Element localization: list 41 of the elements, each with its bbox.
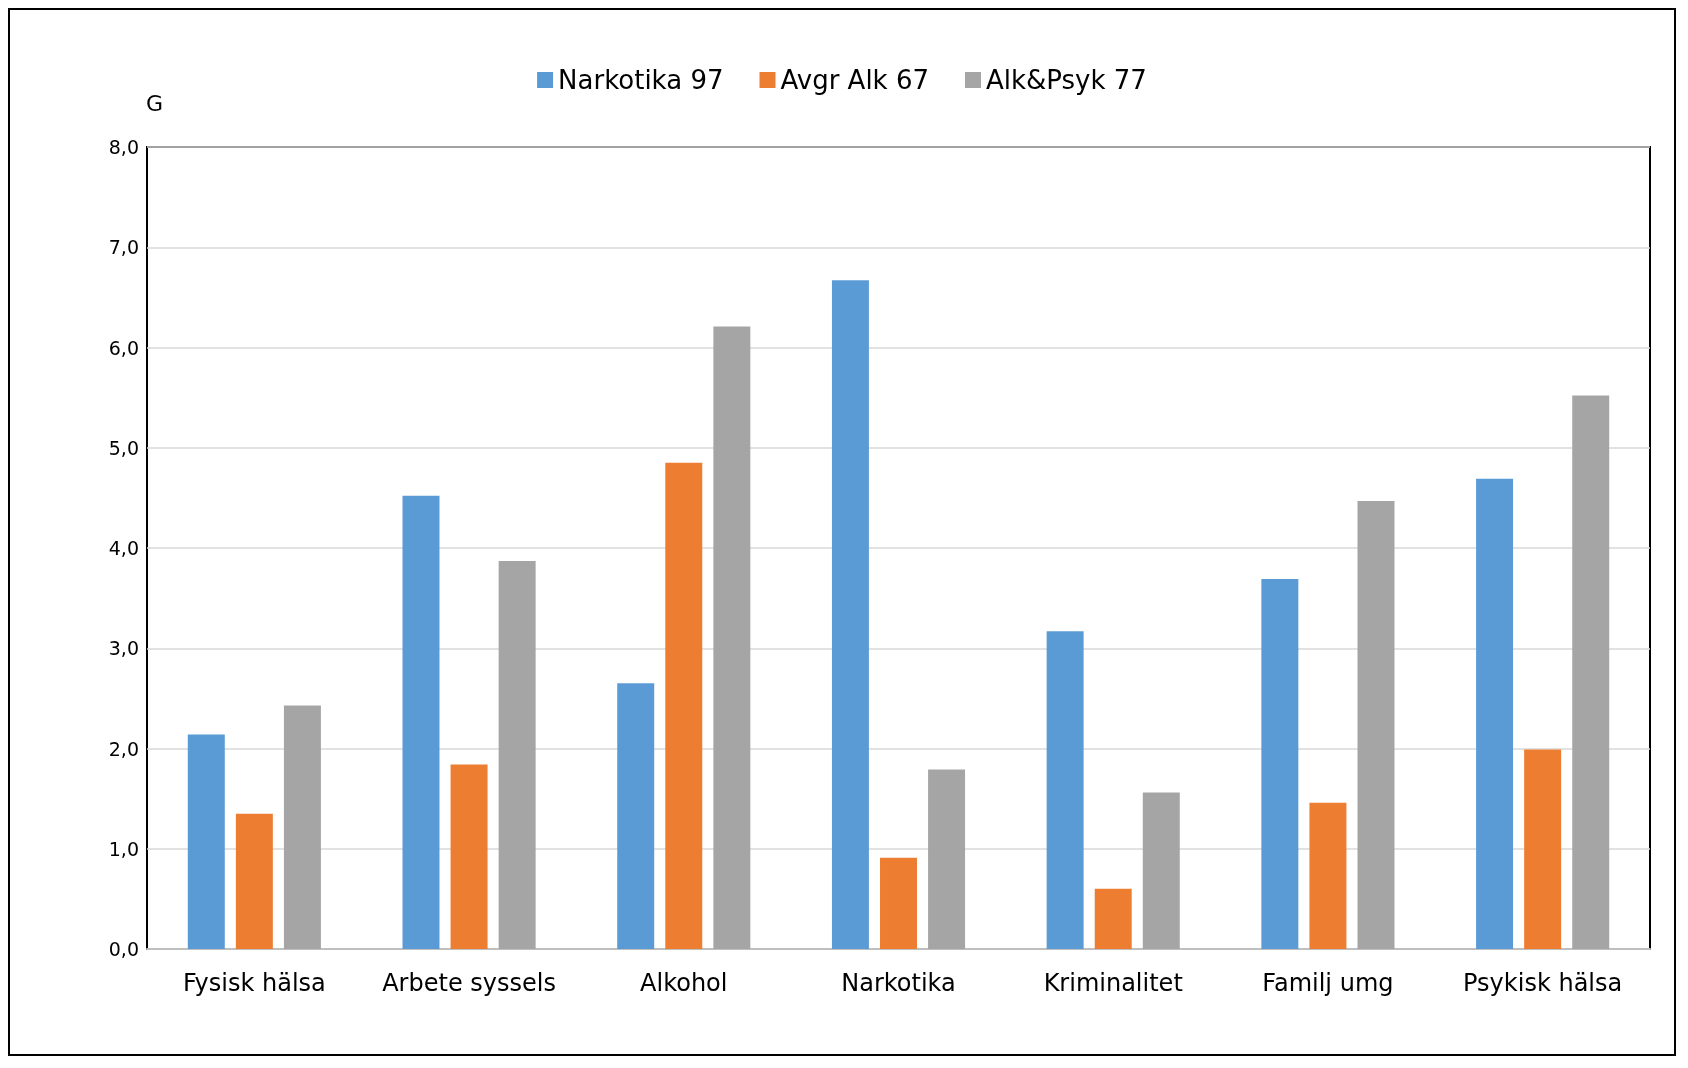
- x-tick-label: Familj umg: [1262, 969, 1394, 997]
- bar: [928, 769, 966, 949]
- bar: [1046, 631, 1084, 949]
- bar: [1524, 749, 1562, 949]
- bar: [498, 561, 536, 949]
- y-tick-label: 8,0: [108, 136, 139, 158]
- legend-label: Avgr Alk 67: [780, 65, 930, 95]
- y-tick-label: 3,0: [108, 637, 139, 660]
- y-axis-title: G: [146, 90, 164, 116]
- bar: [1142, 792, 1180, 949]
- bar: [831, 280, 869, 949]
- y-tick-label: 1,0: [108, 837, 139, 860]
- y-tick-label: 2,0: [108, 737, 139, 760]
- x-tick-label: Arbete syssels: [382, 969, 556, 997]
- legend-label: Narkotika 97: [558, 65, 724, 95]
- bar: [880, 857, 917, 949]
- bar: [1476, 478, 1514, 949]
- y-tick-label: 4,0: [108, 537, 139, 559]
- y-tick-label: 6,0: [108, 336, 139, 359]
- bar: [713, 326, 751, 949]
- legend-label: Alk&Psyk 77: [986, 65, 1147, 95]
- x-tick-label: Psykisk hälsa: [1463, 969, 1623, 997]
- bar: [1357, 500, 1395, 949]
- y-tick-label: 7,0: [108, 236, 139, 259]
- x-tick-label: Narkotika: [841, 969, 956, 997]
- bar: [450, 764, 488, 949]
- x-tick-label: Fysisk hälsa: [182, 969, 326, 997]
- y-tick-label: 0,0: [108, 938, 139, 960]
- x-tick-label: Alkohol: [640, 969, 728, 997]
- bar: [283, 705, 321, 949]
- bar: [235, 813, 273, 949]
- bar: [1572, 395, 1610, 949]
- bar: [402, 495, 440, 949]
- y-tick-label: 5,0: [108, 436, 139, 459]
- bar: [1094, 888, 1132, 949]
- bar: [1309, 802, 1347, 949]
- bar: [187, 734, 225, 949]
- bar: [1261, 579, 1299, 949]
- x-tick-label: Kriminalitet: [1043, 969, 1183, 997]
- bar: [617, 683, 655, 949]
- bar: [665, 462, 703, 949]
